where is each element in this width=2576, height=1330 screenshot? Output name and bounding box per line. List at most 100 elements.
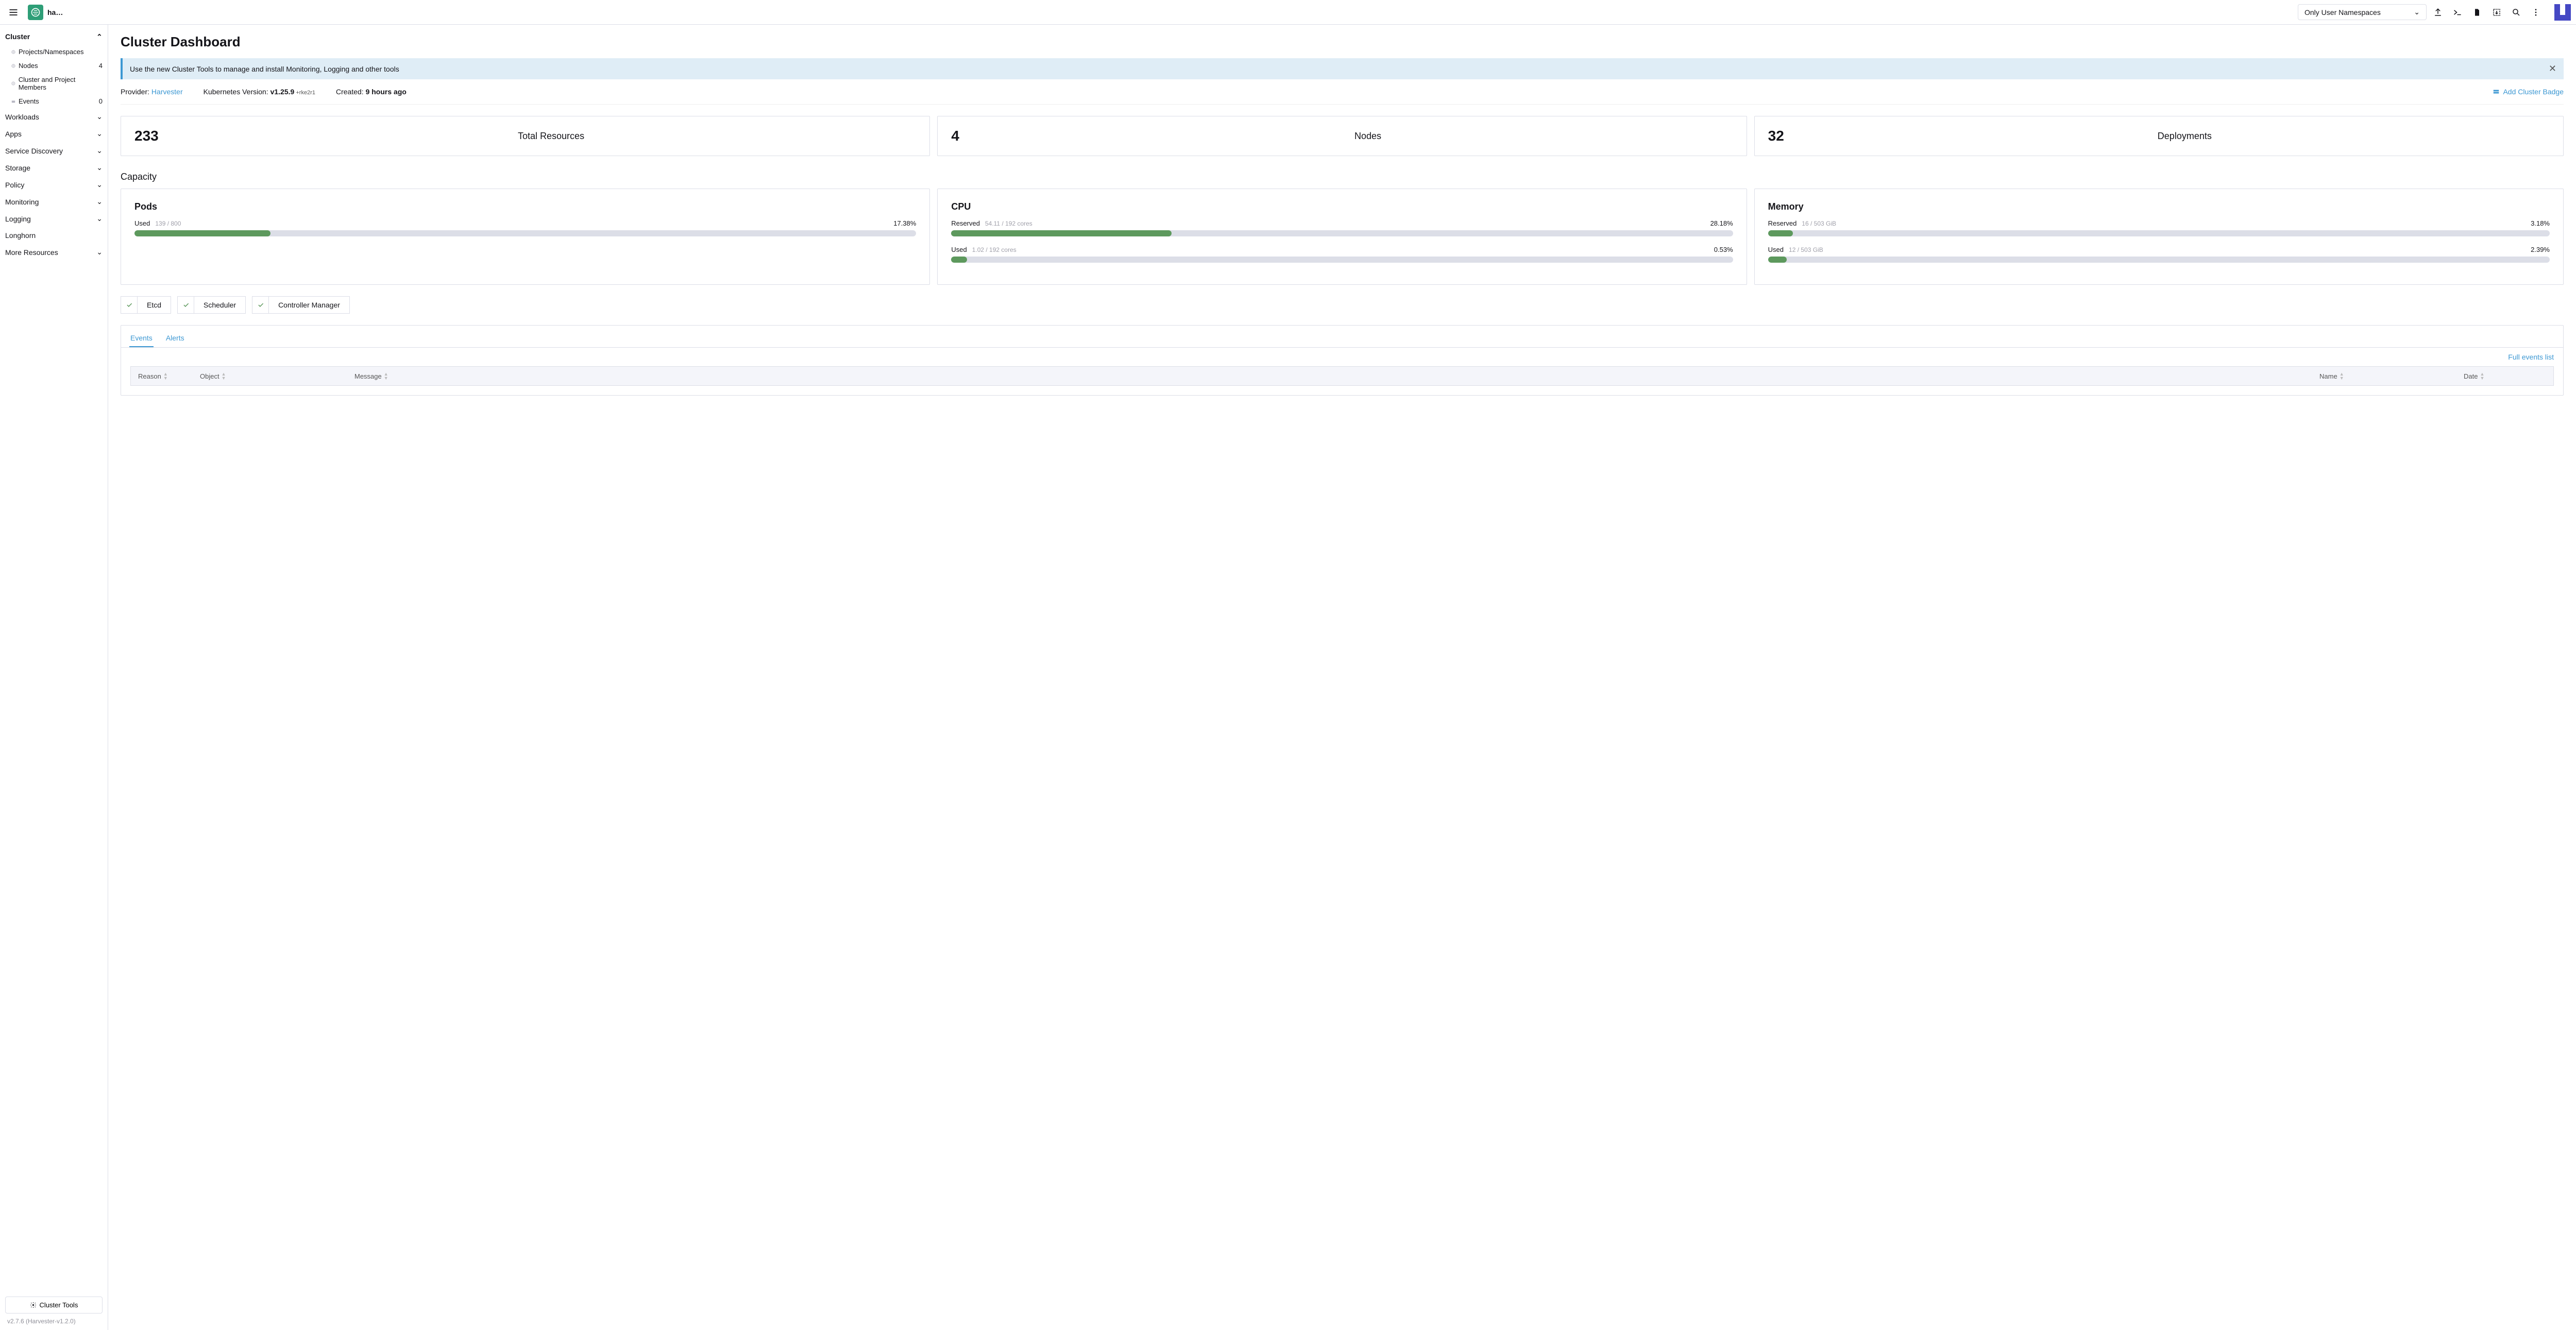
sidebar-group[interactable]: Logging⌄: [0, 210, 108, 227]
metric-name: Used: [134, 219, 150, 227]
progress-fill: [134, 230, 270, 236]
metric-percent: 3.18%: [2531, 219, 2550, 227]
column-header[interactable]: Reason▲▼: [138, 372, 200, 380]
metric-percent: 2.39%: [2531, 246, 2550, 253]
check-icon: [252, 297, 269, 313]
menu-button[interactable]: [5, 4, 22, 21]
metric-percent: 28.18%: [1710, 219, 1733, 227]
tab-alerts[interactable]: Alerts: [165, 330, 185, 347]
search-icon[interactable]: [2511, 7, 2521, 18]
health-label: Scheduler: [194, 297, 245, 313]
sort-icon: ▲▼: [163, 372, 168, 380]
progress-bar: [134, 230, 916, 236]
sort-icon: ▲▼: [2480, 372, 2484, 380]
column-header[interactable]: Message▲▼: [354, 372, 2319, 380]
events-table-header: Reason▲▼Object▲▼Message▲▼Name▲▼Date▲▼: [131, 367, 2553, 385]
sidebar-group[interactable]: Service Discovery⌄: [0, 142, 108, 159]
badge-icon: [2493, 88, 2500, 95]
events-table: Reason▲▼Object▲▼Message▲▼Name▲▼Date▲▼: [130, 366, 2554, 386]
cluster-name[interactable]: ha…: [47, 8, 63, 16]
sidebar-item-label: Events: [19, 97, 39, 105]
check-icon: [178, 297, 194, 313]
sidebar-group-label: Monitoring: [5, 198, 39, 206]
column-header[interactable]: Name▲▼: [2319, 372, 2464, 380]
chevron-down-icon: ⌄: [96, 197, 103, 206]
cluster-tools-button[interactable]: Cluster Tools: [5, 1297, 103, 1314]
stat-card[interactable]: 233Total Resources: [121, 116, 930, 156]
capacity-card: Memory Reserved 16 / 503 GiB 3.18% Used12…: [1754, 189, 2564, 285]
health-badge[interactable]: Controller Manager: [252, 296, 350, 314]
full-events-link[interactable]: Full events list: [121, 348, 2563, 366]
health-badge[interactable]: Etcd: [121, 296, 171, 314]
sidebar-group[interactable]: Monitoring ⌄: [0, 193, 108, 210]
sidebar-group[interactable]: Workloads⌄: [0, 108, 108, 125]
sidebar-item-label: Cluster and Project Members: [19, 76, 103, 91]
shell-icon[interactable]: [2452, 7, 2463, 18]
column-header[interactable]: Object▲▼: [200, 372, 354, 380]
sidebar-group[interactable]: Apps⌄: [0, 125, 108, 142]
info-banner: Use the new Cluster Tools to manage and …: [121, 58, 2564, 79]
stat-card[interactable]: 32Deployments: [1754, 116, 2564, 156]
tabs-row: Events Alerts: [121, 326, 2563, 348]
k8s-meta: Kubernetes Version: v1.25.9 +rke2r1: [204, 88, 315, 96]
sidebar-item[interactable]: Cluster and Project Members: [0, 73, 108, 94]
chevron-down-icon: ⌄: [96, 248, 103, 257]
kebab-menu-icon[interactable]: [2531, 7, 2541, 18]
add-cluster-badge-link[interactable]: Add Cluster Badge: [2493, 88, 2564, 96]
sidebar-item[interactable]: Projects/Namespaces: [0, 45, 108, 59]
metric-detail: 54.11 / 192 cores: [985, 220, 1032, 227]
capacity-metric: Used1.02 / 192 cores 0.53%: [951, 246, 1733, 263]
column-header[interactable]: Date▲▼: [2464, 372, 2546, 380]
capacity-metric: Used139 / 800 17.38%: [134, 219, 916, 236]
sidebar-group[interactable]: Policy⌄: [0, 176, 108, 193]
namespace-selector[interactable]: Only User Namespaces ⌄: [2298, 4, 2427, 20]
globe-icon: [11, 50, 15, 54]
metric-name: Reserved: [951, 219, 980, 227]
user-avatar[interactable]: [2554, 4, 2571, 21]
sidebar-group-label: Policy: [5, 181, 24, 189]
sidebar-group-label: Workloads: [5, 113, 39, 121]
folder-icon: [11, 99, 15, 104]
metric-detail: 16 / 503 GiB: [1802, 220, 1836, 227]
capacity-heading: Capacity: [121, 172, 2564, 182]
health-label: Controller Manager: [269, 297, 349, 313]
health-badge[interactable]: Scheduler: [177, 296, 246, 314]
created-meta: Created: 9 hours ago: [336, 88, 406, 96]
health-row: Etcd Scheduler Controller Manager: [121, 296, 2564, 314]
sidebar-item[interactable]: Events0: [0, 94, 108, 108]
chevron-down-icon: ⌄: [96, 146, 103, 155]
sidebar-section-cluster[interactable]: Cluster ⌄: [0, 28, 108, 45]
progress-fill: [951, 257, 967, 263]
close-icon[interactable]: ✕: [2549, 63, 2556, 74]
sidebar-group[interactable]: More Resources⌄: [0, 244, 108, 261]
provider-meta: Provider: Harvester: [121, 88, 183, 96]
chevron-up-icon: ⌄: [96, 32, 103, 41]
top-bar: ha… Only User Namespaces ⌄: [0, 0, 2576, 25]
upload-icon[interactable]: [2433, 7, 2443, 18]
sort-icon: ▲▼: [384, 372, 388, 380]
import-icon[interactable]: [2492, 7, 2502, 18]
product-logo[interactable]: [28, 5, 43, 20]
stat-card[interactable]: 4Nodes: [937, 116, 1747, 156]
sidebar-item[interactable]: Nodes4: [0, 59, 108, 73]
provider-link[interactable]: Harvester: [151, 88, 183, 96]
stat-value: 4: [951, 128, 1003, 144]
metric-name: Reserved: [1768, 219, 1797, 227]
metric-detail: 139 / 800: [155, 220, 181, 227]
sidebar-group[interactable]: Storage⌄: [0, 159, 108, 176]
capacity-title: Memory: [1768, 201, 2550, 212]
progress-fill: [1768, 257, 1787, 263]
globe-icon: [11, 64, 15, 68]
sidebar-group[interactable]: Longhorn: [0, 227, 108, 244]
capacity-card: Pods Used139 / 800 17.38%: [121, 189, 930, 285]
capacity-metric: Used12 / 503 GiB 2.39%: [1768, 246, 2550, 263]
tab-events[interactable]: Events: [129, 330, 154, 347]
progress-bar: [1768, 230, 2550, 236]
progress-bar: [951, 230, 1733, 236]
capacity-metric: Reserved 54.11 / 192 cores 28.18%: [951, 219, 1733, 236]
namespace-selector-value: Only User Namespaces: [2304, 8, 2381, 16]
file-icon[interactable]: [2472, 7, 2482, 18]
sidebar-item-label: Projects/Namespaces: [19, 48, 83, 56]
check-icon: [121, 297, 138, 313]
sidebar-group-label: Storage: [5, 164, 30, 172]
